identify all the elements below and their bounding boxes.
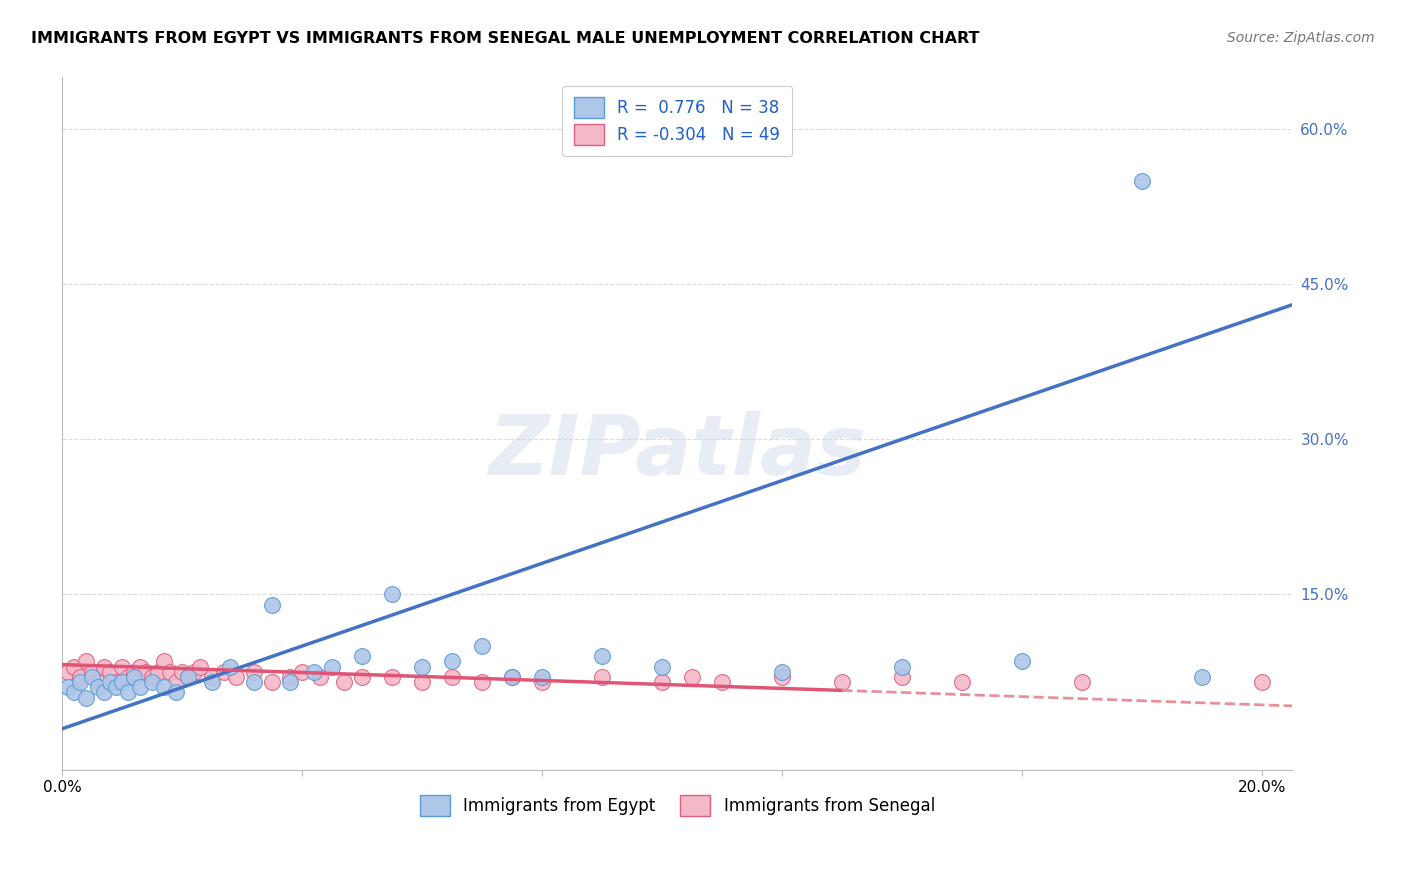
Text: Source: ZipAtlas.com: Source: ZipAtlas.com [1227,31,1375,45]
Point [291,665,314,679]
Point [651,659,673,673]
Point [381,670,404,684]
Point [105,681,128,695]
Text: IMMIGRANTS FROM EGYPT VS IMMIGRANTS FROM SENEGAL MALE UNEMPLOYMENT CORRELATION C: IMMIGRANTS FROM EGYPT VS IMMIGRANTS FROM… [31,31,980,46]
Point [831,675,853,690]
Point [381,587,404,601]
Point [69,670,91,684]
Point [1191,670,1213,684]
Point [63,659,86,673]
Point [333,675,356,690]
Point [172,665,194,679]
Point [891,670,914,684]
Point [501,670,523,684]
Point [124,670,146,684]
Point [243,665,266,679]
Point [280,670,302,684]
Point [262,598,284,612]
Point [201,670,224,684]
Point [471,675,494,690]
Point [129,659,152,673]
Point [100,665,122,679]
Point [1071,675,1094,690]
Point [225,670,247,684]
Point [262,675,284,690]
Point [219,659,242,673]
Point [159,665,181,679]
Point [124,665,146,679]
Point [770,665,793,679]
Point [82,665,104,679]
Point [280,675,302,690]
Point [471,639,494,653]
Point [141,670,163,684]
Point [117,670,139,684]
Text: ZIPatlas: ZIPatlas [488,411,866,491]
Point [352,670,374,684]
Point [243,675,266,690]
Point [76,655,98,669]
Point [63,685,86,699]
Point [87,675,110,690]
Point [82,670,104,684]
Point [441,670,464,684]
Point [177,670,200,684]
Point [58,681,80,695]
Point [591,670,613,684]
Point [190,659,212,673]
Point [135,665,157,679]
Point [1130,174,1153,188]
Point [321,659,343,673]
Point [651,675,673,690]
Point [501,670,523,684]
Point [309,670,332,684]
Point [950,675,973,690]
Point [681,670,703,684]
Point [87,681,110,695]
Point [69,675,91,690]
Point [304,665,326,679]
Point [531,675,554,690]
Point [76,690,98,705]
Point [93,685,115,699]
Point [165,685,187,699]
Point [93,659,115,673]
Point [891,659,914,673]
Point [111,675,134,690]
Point [591,649,613,664]
Point [711,675,734,690]
Point [411,659,433,673]
Point [165,675,187,690]
Point [111,659,134,673]
Point [153,681,176,695]
Point [214,665,236,679]
Point [201,675,224,690]
Point [105,675,128,690]
Point [141,675,163,690]
Point [770,670,793,684]
Point [148,665,170,679]
Point [352,649,374,664]
Point [117,685,139,699]
Point [1251,675,1274,690]
Point [58,665,80,679]
Point [177,670,200,684]
Point [183,665,205,679]
Point [441,655,464,669]
Legend: Immigrants from Egypt, Immigrants from Senegal: Immigrants from Egypt, Immigrants from S… [412,787,943,824]
Point [100,675,122,690]
Point [1011,655,1033,669]
Point [531,670,554,684]
Point [411,675,433,690]
Point [153,655,176,669]
Point [129,681,152,695]
